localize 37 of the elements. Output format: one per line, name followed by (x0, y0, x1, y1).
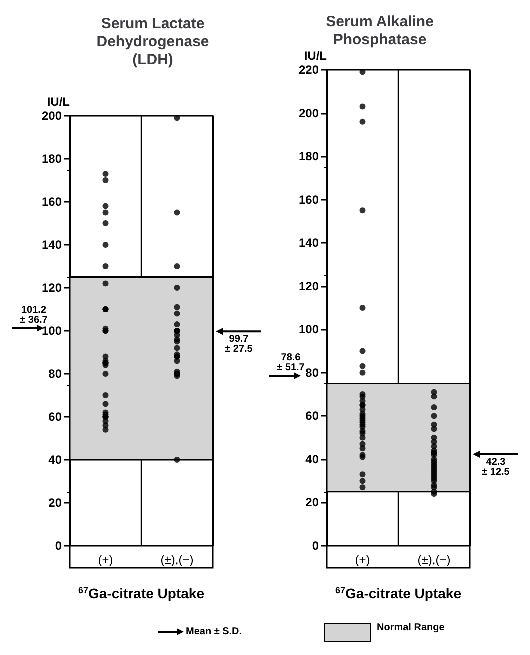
y-tick-label: 60 (48, 410, 62, 424)
text: 99.7 ± 27.5 (225, 334, 254, 356)
y-tick-label: 20 (48, 496, 62, 510)
y-tick-label: 200 (42, 109, 62, 123)
text: 101.2 ± 36.7 (20, 304, 48, 326)
x-tick-label: (±),(−) (160, 553, 194, 567)
y-tick-label: 80 (48, 367, 62, 381)
y-tick-label: 160 (298, 192, 320, 207)
y-tick-label: 40 (306, 452, 320, 466)
y-tick-label: 0 (55, 539, 62, 553)
y-tick-label: 180 (298, 150, 320, 164)
y-axis-title: IU/L (47, 95, 70, 109)
y-tick-label: 100 (298, 322, 320, 337)
y-tick-label: 40 (48, 453, 62, 467)
y-tick-label: 80 (306, 366, 320, 380)
x-tick-label: (±),(−) (418, 553, 451, 567)
text: Mean ± S.D. (186, 626, 242, 638)
text: 78.6 ± 51.7 (277, 352, 306, 374)
y-tick-label: 120 (42, 281, 62, 295)
y-tick-label: 60 (306, 409, 320, 424)
y-tick-label: 0 (312, 539, 320, 553)
x-tick-label: (+) (98, 553, 114, 567)
y-axis-title: IU/L (304, 49, 327, 63)
chart-title: Serum Alkaline Phosphatase (326, 14, 434, 48)
y-tick-label: 120 (298, 279, 320, 294)
y-tick-label: 220 (298, 63, 320, 77)
y-tick-label: 100 (42, 324, 62, 338)
y-tick-label: 180 (42, 152, 62, 166)
y-tick-label: 20 (306, 496, 320, 510)
chart-title: Serum Lactate Dehydrogenase (LDH) (96, 16, 210, 68)
legend-label: Normal Range (377, 622, 446, 634)
y-tick-label: 140 (298, 236, 320, 250)
y-tick-label: 160 (42, 195, 62, 209)
text: 42.3 ± 12.5 (482, 456, 510, 478)
y-tick-label: 200 (298, 106, 320, 120)
x-tick-label: (+) (355, 553, 370, 567)
y-tick-label: 140 (42, 238, 62, 252)
